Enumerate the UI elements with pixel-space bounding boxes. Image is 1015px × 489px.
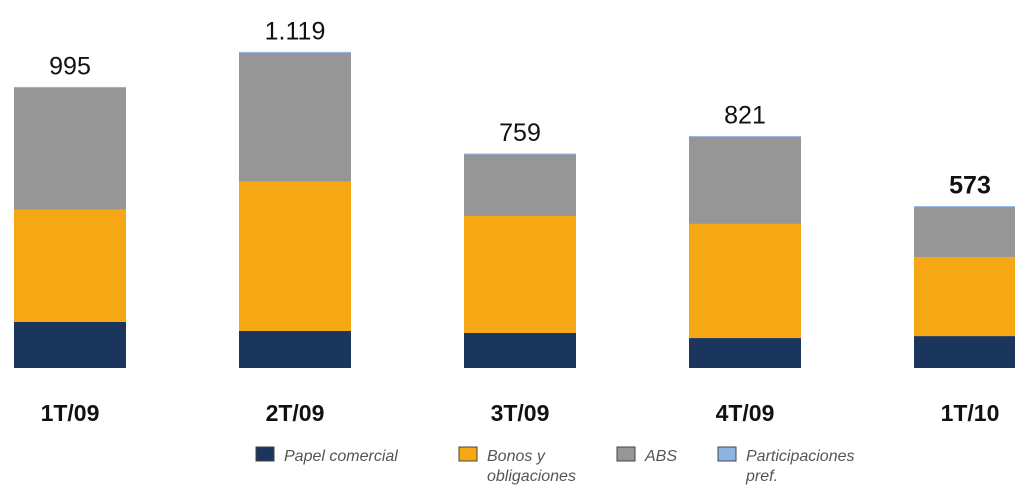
total-label: 573 [949,172,991,200]
legend-label: Papel comercial [284,448,398,465]
legend-swatch [458,446,478,462]
bar-segment [239,181,351,331]
legend-swatch [717,446,737,462]
bar-segment [464,216,576,333]
bar-segment [464,153,576,155]
legend-line: pref. [745,468,778,485]
bar-segment [689,136,801,224]
bar-segment [464,332,576,368]
bar-segment [239,51,351,53]
legend-swatch [616,446,636,462]
legend-line: Bonos y [487,448,546,465]
bar-segment [239,52,351,182]
total-label: 1.119 [265,17,326,45]
x-tick-label: 1T/10 [941,400,1000,426]
legend-label: Participaciones pref. [745,448,855,485]
bar-segment [914,206,1015,257]
x-tick-label: 4T/09 [716,400,775,426]
bar-segment [14,86,126,88]
x-tick-label: 1T/09 [41,400,100,426]
total-label: 995 [49,53,91,81]
x-tick-label: 2T/09 [266,400,325,426]
bar-segment [689,338,801,368]
bar-segment [14,321,126,368]
bar-segment [914,336,1015,368]
legend-label: Bonos y obligaciones [487,448,576,485]
legend-label: ABS [644,448,677,465]
bar-segment [689,136,801,138]
bar-segment [914,206,1015,208]
total-label: 759 [499,119,541,147]
bar-segment [914,256,1015,337]
total-label: 821 [724,102,766,130]
x-tick-label: 3T/09 [491,400,550,426]
bar-segment [14,209,126,322]
legend-line: obligaciones [487,468,576,485]
legend-swatch [255,446,275,462]
legend-line: Participaciones [746,448,855,465]
bar-segment [239,330,351,368]
bar-segment [14,87,126,210]
bar-segment [689,223,801,339]
bar-segment [464,154,576,217]
